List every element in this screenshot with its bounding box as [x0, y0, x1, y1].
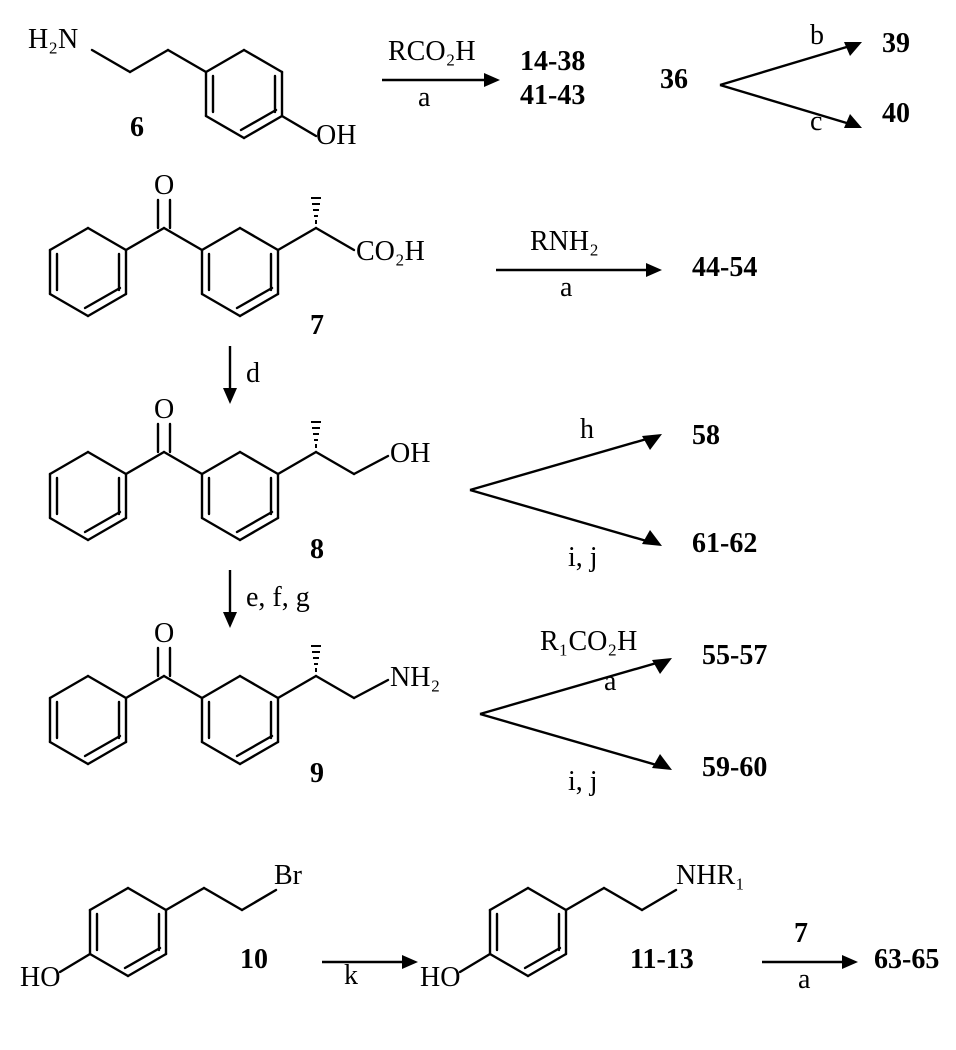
label-8: 8 — [310, 534, 324, 566]
arrow-36-branch — [710, 30, 880, 140]
arrow-9-branch — [470, 644, 690, 784]
label-36: 36 — [660, 64, 688, 96]
atom-oh-8: OH — [390, 438, 430, 470]
label-9: 9 — [310, 758, 324, 790]
arrow-8-branch — [460, 420, 680, 560]
cond-ij-1: i, j — [568, 542, 598, 574]
atom-h2n: H₂N — [28, 24, 78, 56]
label-14-38: 14-38 — [520, 46, 585, 78]
atom-nhr1: NHR₁ — [676, 860, 745, 892]
label-59-60: 59-60 — [702, 752, 767, 784]
label-58: 58 — [692, 420, 720, 452]
label-7: 7 — [310, 310, 324, 342]
label-63-65: 63-65 — [874, 944, 939, 976]
cond-a-3: a — [604, 666, 616, 698]
label-11-13: 11-13 — [630, 944, 694, 976]
atom-br-10: Br — [274, 860, 302, 892]
reagent-rnh2: RNH₂ — [530, 226, 599, 258]
atom-o-9: O — [154, 618, 174, 650]
reagent-rco2h: RCO₂H — [388, 36, 476, 68]
atom-oh-6: OH — [316, 120, 356, 152]
cond-a-1: a — [418, 82, 430, 114]
label-40: 40 — [882, 98, 910, 130]
cond-d: d — [246, 358, 260, 390]
atom-nh2-9: NH₂ — [390, 662, 440, 694]
structure-9 — [20, 628, 480, 798]
cond-efg: e, f, g — [246, 582, 310, 614]
cond-c: c — [810, 106, 822, 138]
cond-b: b — [810, 20, 824, 52]
reaction-scheme: H₂N OH 6 RCO₂H a 14-38 41-43 36 b c 39 4… — [20, 20, 936, 1030]
cond-a-2: a — [560, 272, 572, 304]
atom-o-7: O — [154, 170, 174, 202]
cond-a-4: a — [798, 964, 810, 996]
cond-h: h — [580, 414, 594, 446]
label-39: 39 — [882, 28, 910, 60]
atom-co2h-7: CO₂H — [356, 236, 425, 268]
label-44-54: 44-54 — [692, 252, 757, 284]
label-6: 6 — [130, 112, 144, 144]
atom-ho-10: HO — [20, 962, 60, 994]
arrow-11-13-to-63-65 — [756, 932, 866, 992]
atom-ho-11-13: HO — [420, 962, 460, 994]
cond-k: k — [344, 960, 358, 992]
label-41-43: 41-43 — [520, 80, 585, 112]
structure-8 — [20, 404, 480, 574]
label-55-57: 55-57 — [702, 640, 767, 672]
atom-o-8: O — [154, 394, 174, 426]
cond-ij-2: i, j — [568, 766, 598, 798]
arrow-10-to-11-13 — [316, 932, 426, 992]
structure-10 — [20, 860, 300, 1010]
label-10: 10 — [240, 944, 268, 976]
structure-11-13 — [420, 860, 710, 1010]
label-61-62: 61-62 — [692, 528, 757, 560]
reagent-r1co2h: R₁CO₂H — [540, 626, 637, 658]
reagent-7: 7 — [794, 918, 808, 950]
